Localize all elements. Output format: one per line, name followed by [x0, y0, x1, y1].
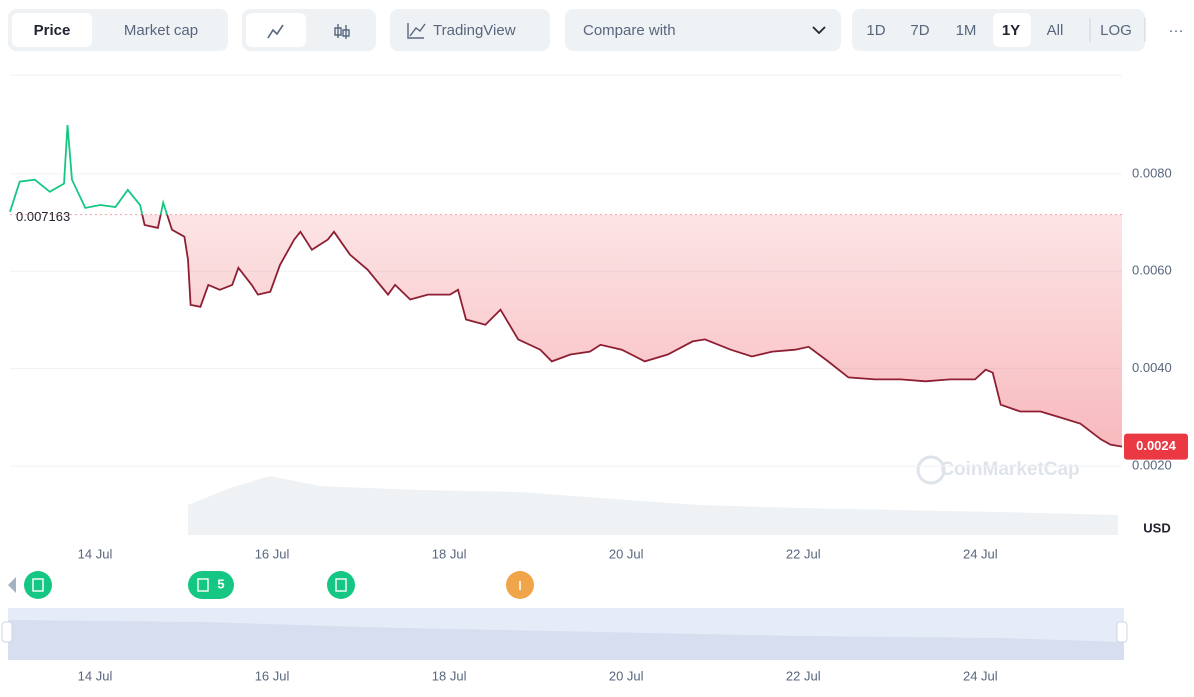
tab-selected[interactable] — [12, 13, 92, 47]
reference-label: 0.007163 — [16, 209, 70, 224]
range-button[interactable]: 1Y — [1002, 22, 1020, 39]
price-tag-box — [1124, 433, 1188, 460]
x-tick-label: 18 Jul — [432, 546, 467, 561]
tradingview-label[interactable]: TradingView — [433, 22, 516, 39]
range-selected[interactable] — [993, 13, 1031, 47]
x-tick-label: 20 Jul — [609, 546, 644, 561]
range-button[interactable]: 7D — [910, 22, 929, 39]
tab-price[interactable]: Price — [34, 22, 71, 39]
event-count: 5 — [217, 576, 224, 591]
price-tag: 0.0024 — [1136, 438, 1177, 453]
navigator-tick-label: 20 Jul — [609, 668, 644, 683]
more-button[interactable]: ··· — [1169, 22, 1184, 39]
volume-area — [188, 476, 1118, 535]
tv-icon — [407, 23, 426, 39]
watermark-logo — [916, 455, 946, 485]
navigator-area — [8, 620, 1124, 660]
event-marker[interactable] — [327, 571, 355, 599]
price-area — [142, 214, 1122, 447]
watermark: CoinMarketCap — [940, 459, 1079, 480]
compare-label[interactable]: Compare with — [583, 22, 676, 39]
event-icon — [32, 578, 44, 592]
event-marker[interactable] — [188, 571, 234, 599]
y-tick-label: 0.0020 — [1132, 458, 1172, 473]
event-arrow — [8, 577, 16, 593]
navigator-handle[interactable] — [1116, 621, 1128, 643]
price-line-down — [141, 214, 1123, 448]
x-tick-label: 22 Jul — [786, 546, 821, 561]
candle-icon[interactable] — [334, 24, 350, 39]
event-marker[interactable] — [24, 571, 52, 599]
line-icon — [267, 24, 284, 39]
tradingview-button[interactable] — [390, 9, 550, 51]
navigator-tick-label: 14 Jul — [78, 668, 113, 683]
log-button[interactable]: LOG — [1100, 22, 1132, 39]
range-button[interactable]: 1M — [956, 22, 977, 39]
range-button[interactable]: All — [1047, 22, 1064, 39]
events: 5 — [8, 571, 534, 599]
navigator-tick-label: 24 Jul — [963, 668, 998, 683]
x-tick-label: 16 Jul — [255, 546, 290, 561]
y-unit: USD — [1143, 520, 1170, 535]
chevron — [812, 26, 826, 35]
event-icon — [335, 578, 347, 592]
y-tick-label: 0.0080 — [1132, 165, 1172, 180]
x-tick-label: 14 Jul — [78, 546, 113, 561]
toolbar: Price Market cap TradingView Compare wit… — [8, 9, 1184, 51]
navigator-tick-label: 22 Jul — [786, 668, 821, 683]
range-button[interactable]: 1D — [866, 22, 885, 39]
event-icon — [197, 578, 209, 592]
y-tick-label: 0.0040 — [1132, 360, 1172, 375]
compare-select[interactable] — [565, 9, 841, 51]
line-type-button[interactable] — [246, 13, 306, 47]
navigator-handle[interactable] — [1, 621, 13, 643]
x-tick-label: 24 Jul — [963, 546, 998, 561]
y-tick-label: 0.0060 — [1132, 263, 1172, 278]
navigator-tick-label: 16 Jul — [255, 668, 290, 683]
navigator-tick-label: 18 Jul — [432, 668, 467, 683]
tab-market-cap[interactable]: Market cap — [124, 22, 198, 39]
